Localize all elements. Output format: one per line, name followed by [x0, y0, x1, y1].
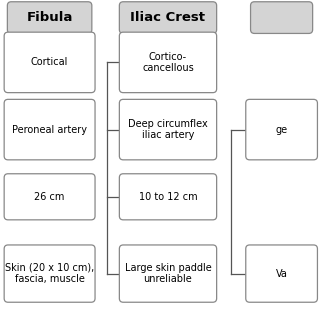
Text: ge: ge [276, 124, 288, 135]
FancyBboxPatch shape [119, 32, 217, 92]
FancyBboxPatch shape [251, 2, 313, 33]
Text: Deep circumflex
iliac artery: Deep circumflex iliac artery [128, 119, 208, 140]
Text: 26 cm: 26 cm [35, 192, 65, 202]
Text: Skin (20 x 10 cm),
fascia, muscle: Skin (20 x 10 cm), fascia, muscle [5, 263, 94, 284]
Text: Va: Va [276, 268, 288, 279]
Text: Peroneal artery: Peroneal artery [12, 124, 87, 135]
FancyBboxPatch shape [7, 2, 92, 33]
FancyBboxPatch shape [4, 174, 95, 220]
Text: Fibula: Fibula [27, 11, 73, 24]
FancyBboxPatch shape [4, 32, 95, 92]
FancyBboxPatch shape [246, 99, 317, 160]
FancyBboxPatch shape [119, 174, 217, 220]
Text: 10 to 12 cm: 10 to 12 cm [139, 192, 197, 202]
Text: Iliac Crest: Iliac Crest [131, 11, 205, 24]
Text: Cortical: Cortical [31, 57, 68, 68]
Text: Cortico-
cancellous: Cortico- cancellous [142, 52, 194, 73]
FancyBboxPatch shape [119, 99, 217, 160]
FancyBboxPatch shape [246, 245, 317, 302]
Text: Large skin paddle
unreliable: Large skin paddle unreliable [124, 263, 212, 284]
FancyBboxPatch shape [4, 245, 95, 302]
FancyBboxPatch shape [119, 245, 217, 302]
FancyBboxPatch shape [119, 2, 217, 33]
FancyBboxPatch shape [4, 99, 95, 160]
